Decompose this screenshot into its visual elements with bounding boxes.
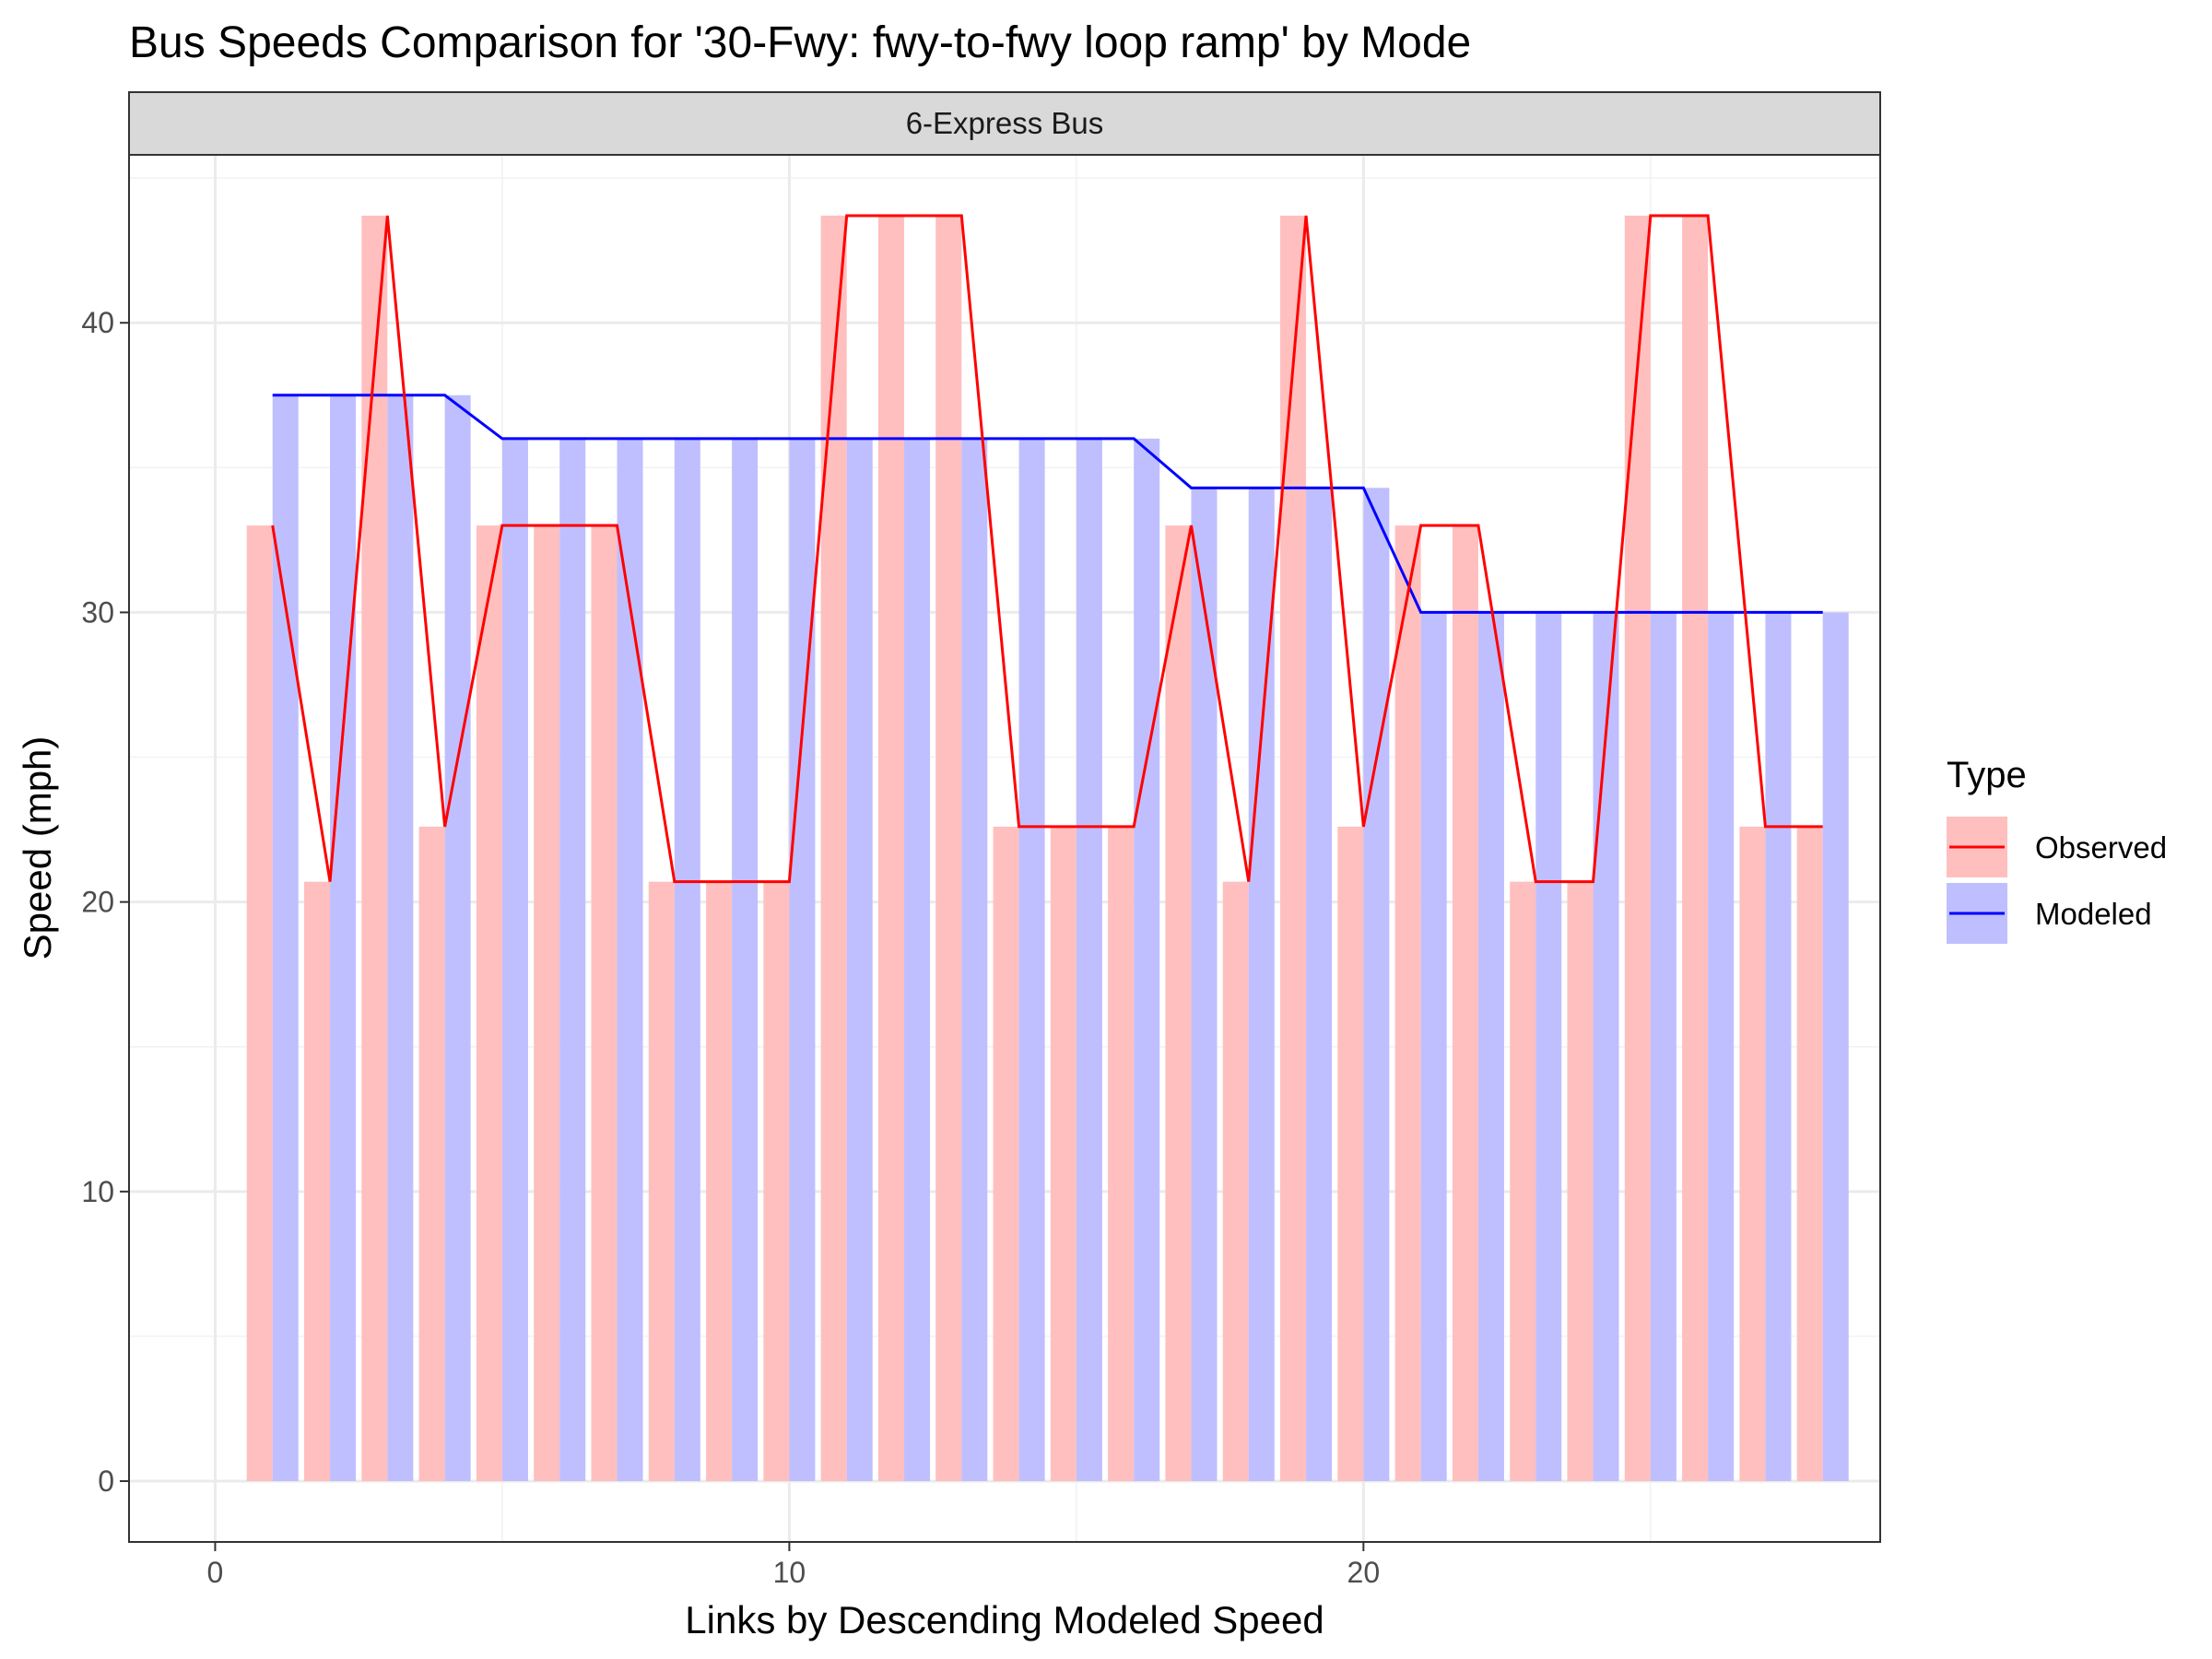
bar-observed xyxy=(1050,826,1077,1482)
bar-modeled xyxy=(732,438,759,1482)
bar-observed xyxy=(476,525,502,1482)
lines-layer xyxy=(271,214,1823,884)
bar-observed xyxy=(591,525,618,1482)
bar-observed xyxy=(877,215,904,1482)
bar-observed xyxy=(1739,826,1766,1482)
chart-title: Bus Speeds Comparison for '30-Fwy: fwy-t… xyxy=(129,18,1471,67)
bar-modeled xyxy=(903,438,931,1482)
bar-modeled xyxy=(1191,488,1218,1482)
bar-modeled xyxy=(846,438,873,1482)
bar-modeled xyxy=(674,438,700,1482)
bar-observed xyxy=(763,881,790,1482)
bars-layer xyxy=(246,215,1849,1482)
bar-observed xyxy=(1624,215,1651,1482)
bar-modeled xyxy=(330,394,357,1482)
y-axis-title: Speed (mph) xyxy=(16,736,59,960)
line-observed xyxy=(271,214,1823,884)
bar-observed xyxy=(1567,881,1594,1482)
line-modeled xyxy=(272,394,1823,614)
bar-modeled xyxy=(1650,612,1677,1482)
y-tick-label: 20 xyxy=(81,886,114,919)
bar-modeled xyxy=(1134,438,1160,1482)
bar-modeled xyxy=(617,438,643,1482)
bar-modeled xyxy=(961,438,988,1482)
bar-modeled xyxy=(1076,438,1102,1482)
facet-strip xyxy=(128,91,1881,156)
bar-observed xyxy=(706,881,733,1482)
y-tick-label: 10 xyxy=(81,1175,114,1208)
bar-observed xyxy=(1452,525,1478,1482)
bar-observed xyxy=(1280,215,1307,1482)
facet-strip-label: 6-Express Bus xyxy=(906,106,1104,140)
bar-observed xyxy=(304,881,331,1482)
bar-modeled xyxy=(1593,612,1619,1482)
bar-observed xyxy=(1510,881,1536,1482)
bar-modeled xyxy=(1708,612,1735,1482)
bar-modeled xyxy=(387,394,414,1482)
x-tick-label: 10 xyxy=(773,1556,806,1589)
bar-observed xyxy=(993,826,1019,1482)
bar-modeled xyxy=(789,438,816,1482)
bar-observed xyxy=(1165,525,1192,1482)
bar-modeled xyxy=(272,394,299,1482)
y-tick-label: 40 xyxy=(81,306,114,339)
x-axis-title: Links by Descending Modeled Speed xyxy=(685,1598,1324,1641)
bar-observed xyxy=(1222,881,1249,1482)
bar-modeled xyxy=(1248,488,1275,1482)
bar-observed xyxy=(1796,826,1823,1482)
x-tick-label: 20 xyxy=(1347,1556,1381,1589)
bar-modeled xyxy=(501,438,528,1482)
bar-modeled xyxy=(1018,438,1045,1482)
bar-observed xyxy=(1337,826,1364,1482)
bar-modeled xyxy=(1420,612,1447,1482)
bar-observed xyxy=(648,881,675,1482)
axes-layer: 0 10 20 30 40 0 10 20 xyxy=(81,306,1380,1589)
bar-modeled xyxy=(444,394,471,1482)
legend: Type Observed Modeled xyxy=(1947,755,2167,944)
legend-label-modeled: Modeled xyxy=(2035,897,2152,931)
legend-label-observed: Observed xyxy=(2035,830,2167,865)
bar-modeled xyxy=(1765,612,1792,1482)
y-tick-label: 0 xyxy=(98,1465,114,1498)
bar-modeled xyxy=(1363,488,1390,1482)
bar-observed xyxy=(1682,215,1709,1482)
bar-observed xyxy=(935,215,962,1482)
bar-observed xyxy=(1394,525,1421,1482)
bar-observed xyxy=(418,826,445,1482)
bar-observed xyxy=(820,215,847,1482)
x-tick-label: 0 xyxy=(207,1556,224,1589)
bar-observed xyxy=(534,525,560,1482)
bar-modeled xyxy=(1477,612,1504,1482)
bar-modeled xyxy=(1306,488,1333,1482)
y-tick-label: 30 xyxy=(81,595,114,629)
bar-observed xyxy=(1108,826,1135,1482)
bar-observed xyxy=(246,525,273,1482)
legend-title: Type xyxy=(1947,755,2027,795)
bar-modeled xyxy=(559,438,586,1482)
bar-modeled xyxy=(1822,612,1849,1482)
bar-modeled xyxy=(1535,612,1562,1482)
bar-observed xyxy=(361,215,388,1482)
